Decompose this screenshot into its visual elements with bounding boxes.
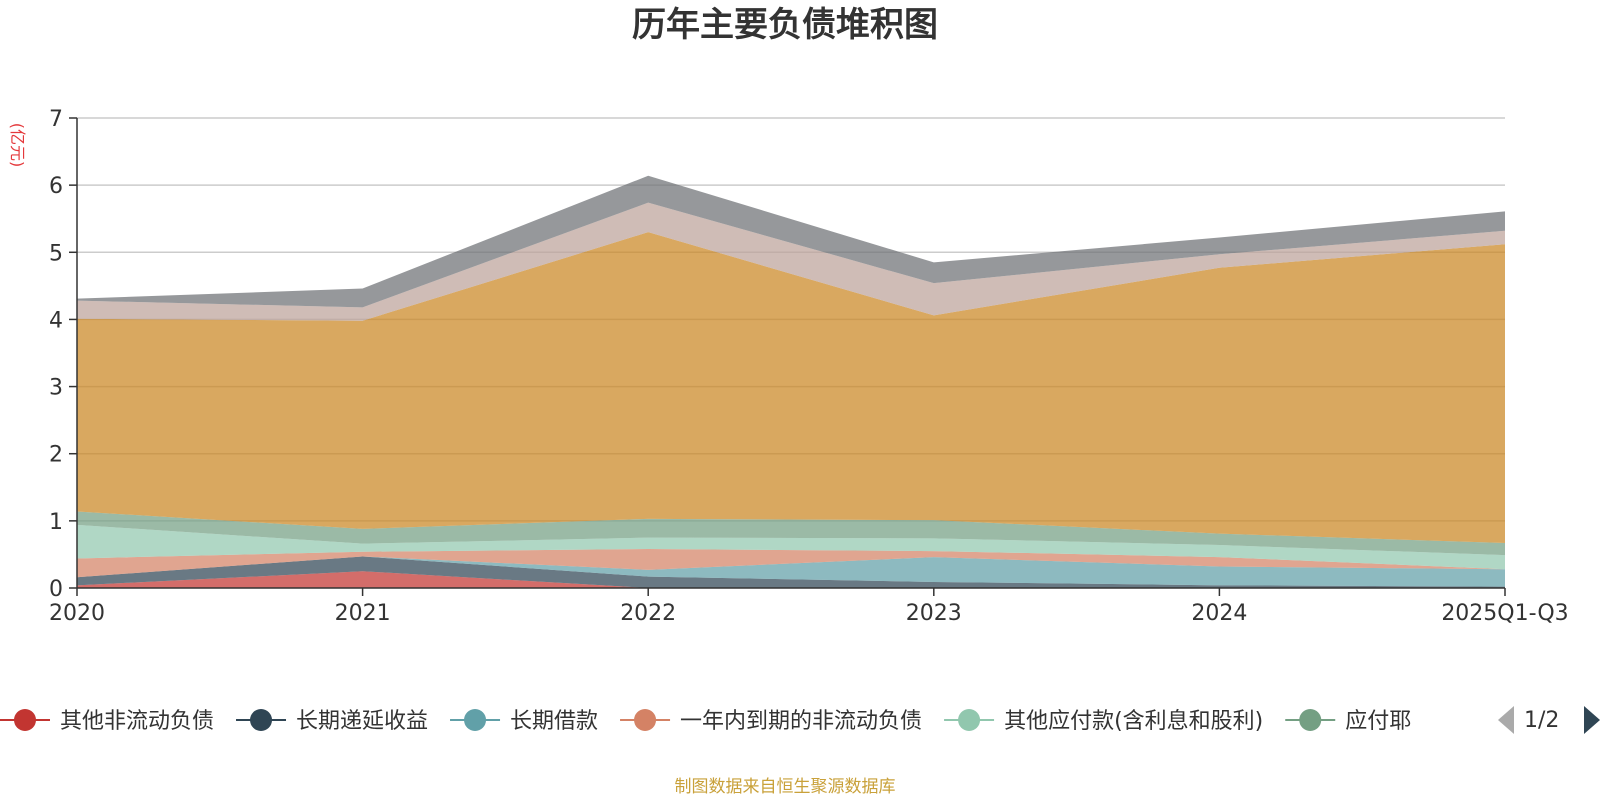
y-tick-label-5: 5: [49, 241, 63, 266]
legend-label-0: 其他非流动负债: [60, 709, 214, 734]
area-series-8: [77, 175, 1505, 308]
y-tick-label-7: 7: [49, 107, 63, 132]
y-axis-unit-label: (亿元): [8, 123, 27, 168]
y-tick-label-1: 1: [49, 510, 63, 535]
area-series-6: [77, 232, 1505, 544]
legend-marker-2: [464, 709, 487, 731]
legend-pager: 1/2: [1498, 706, 1600, 734]
legend-marker-3: [634, 709, 657, 731]
legend-page-indicator: 1/2: [1524, 708, 1559, 733]
x-tick-label-4: 2024: [1191, 601, 1247, 626]
legend-next-arrow-icon[interactable]: [1584, 706, 1600, 734]
area-series-4: [77, 524, 1505, 570]
legend-prev-arrow-icon[interactable]: [1498, 706, 1514, 734]
area-series-2: [77, 556, 1505, 587]
y-tick-label-4: 4: [49, 308, 63, 333]
legend-item-3[interactable]: 一年内到期的非流动负债: [620, 709, 922, 734]
stacked-areas: [77, 175, 1505, 588]
legend-marker-0: [14, 709, 36, 731]
area-series-3: [77, 549, 1505, 578]
legend-label-5: 应付耶: [1345, 709, 1411, 734]
data-source-note: 制图数据来自恒生聚源数据库: [675, 777, 896, 797]
y-tick-label-0: 0: [49, 577, 63, 602]
legend-label-1: 长期递延收益: [296, 709, 428, 734]
x-tick-label-0: 2020: [49, 601, 105, 626]
legend-marker-1: [250, 709, 273, 731]
x-tick-label-1: 2021: [335, 601, 391, 626]
area-series-0: [77, 571, 1505, 588]
legend-item-1[interactable]: 长期递延收益: [236, 709, 428, 734]
legend-label-4: 其他应付款(含利息和股利): [1004, 709, 1263, 734]
x-tick-label-2: 2022: [620, 601, 676, 626]
y-tick-label-2: 2: [49, 443, 63, 468]
y-tick-label-3: 3: [49, 376, 63, 401]
axes: 0 1 2 3 4 5 6 7 2020 2021 2022 2023 2024 2025Q1-Q3: [49, 107, 1569, 626]
legend-item-0[interactable]: 其他非流动负债: [0, 709, 214, 734]
legend-item-4[interactable]: 其他应付款(含利息和股利): [944, 709, 1263, 734]
chart-title: 历年主要负债堆积图: [632, 5, 938, 45]
area-series-5: [77, 511, 1505, 556]
x-tick-label-3: 2023: [906, 601, 962, 626]
legend-label-3: 一年内到期的非流动负债: [680, 709, 922, 734]
area-series-1: [77, 556, 1505, 588]
legend-item-2[interactable]: 长期借款: [450, 709, 598, 734]
y-tick-label-6: 6: [49, 174, 63, 199]
legend-items: 其他非流动负债 长期递延收益 长期借款 一年内到期的非流动负债 其他应付款(含利息和股利…: [0, 709, 1411, 734]
legend-label-2: 长期借款: [510, 709, 598, 734]
legend-item-5[interactable]: 应付耶: [1285, 709, 1411, 734]
legend-marker-4: [958, 709, 981, 731]
legend-marker-5: [1299, 709, 1322, 731]
legend: 其他非流动负债 长期递延收益 长期借款 一年内到期的非流动负债 其他应付款(含利息和股利…: [0, 709, 1411, 734]
x-tick-label-5: 2025Q1-Q3: [1441, 601, 1568, 626]
area-series-7: [77, 202, 1505, 321]
